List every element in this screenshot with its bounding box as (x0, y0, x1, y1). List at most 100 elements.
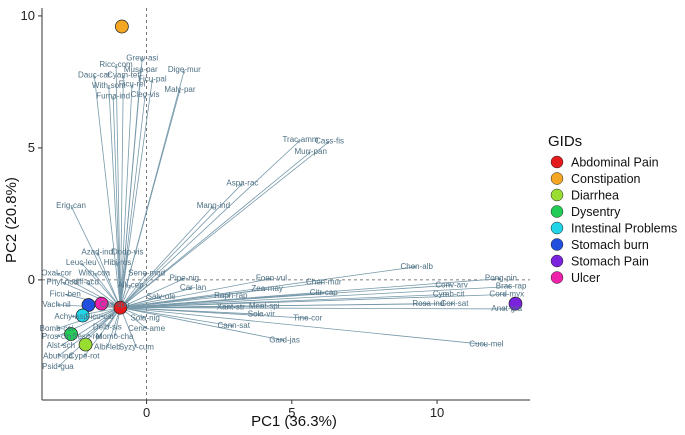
y-axis-title: PC2 (20.8%) (3, 177, 20, 263)
y-axis: 0 5 10 (21, 8, 43, 400)
loading-arrow (120, 307, 487, 345)
loading-arrow-head (268, 277, 272, 281)
variable-label: Alli-cep (117, 280, 144, 289)
variable-label: Sola-nig (130, 313, 159, 322)
loading-arrow-head (150, 79, 154, 83)
variable-label: Cass-fis (315, 136, 344, 145)
x-axis: 0 5 10 (42, 399, 530, 420)
variable-label: With-coa (79, 268, 111, 277)
legend-label: Ulcer (571, 271, 600, 285)
loading-arrow-head (60, 342, 65, 346)
loading-arrow (117, 262, 121, 308)
loading-arrow (120, 89, 181, 308)
variable-label: Leuc-leu (66, 258, 97, 267)
variable-label: Syzy-cum (119, 342, 154, 351)
loading-arrow (120, 286, 512, 309)
loading-arrow (86, 282, 121, 308)
variable-label: Cenc-ame (128, 324, 165, 333)
loading-arrow-head (157, 296, 162, 300)
variable-label: Pong-pin (485, 274, 517, 283)
variable-label: Sene-mod (128, 268, 165, 277)
loading-arrow-head (94, 273, 98, 277)
loading-arrow (120, 292, 324, 309)
variable-label: Murr-pan (294, 147, 326, 156)
variable-label: Sola-vir (248, 309, 275, 318)
loading-arrow-head (143, 325, 147, 329)
loading-arrow (62, 282, 121, 308)
group-point (75, 308, 90, 323)
loading-arrow-head (58, 363, 62, 367)
loading-arrow (120, 307, 285, 341)
variable-label: Tino-cor (293, 313, 322, 322)
variable-label: Bras-rap (496, 282, 527, 291)
loading-arrow-head (326, 141, 330, 145)
loading-arrow-head (62, 282, 66, 286)
legend-swatch (550, 205, 564, 218)
loading-arrow-head (107, 85, 111, 90)
variable-label: Dauc-car (78, 70, 111, 79)
loading-arrow (70, 205, 121, 308)
loading-arrow-head (304, 316, 308, 320)
variable-label: Foen-vul (256, 274, 287, 283)
loading-arrow-head (71, 206, 74, 210)
loading-arrow (120, 278, 185, 308)
legend-label: Intestinal Problems (571, 222, 677, 236)
variable-label: Bomb-cei (40, 324, 74, 333)
loading-arrow-head (133, 343, 137, 348)
loading-arrow-head (448, 283, 452, 287)
loading-arrow (93, 273, 121, 308)
legend-swatch (550, 271, 564, 284)
loading-arrow-head (307, 151, 311, 155)
variable-label: Ficu-rel (119, 80, 146, 89)
loading-arrow-head (189, 287, 193, 291)
variable-label: Zea-may (251, 284, 283, 293)
group-point (115, 19, 129, 34)
legend-label: Constipation (571, 172, 641, 186)
variable-label: Car-lan (180, 283, 206, 292)
legend-swatch (550, 155, 564, 169)
variable-label: Ficu-ben (50, 290, 81, 299)
variable-label: Anet-gra (491, 304, 522, 313)
variable-label: Musa-par (124, 65, 158, 74)
loading-arrow-head (65, 293, 69, 297)
loading-arrow-head (180, 278, 185, 282)
variable-label: Cord-myx (489, 290, 524, 299)
loading-arrow-head (56, 326, 60, 330)
loading-arrow (120, 266, 417, 309)
legend-label: Diarrhea (571, 189, 619, 203)
loading-arrow-head (106, 343, 110, 348)
variable-label: Dige-mur (168, 65, 201, 74)
loading-arrow-head (445, 293, 449, 297)
loading-arrow (120, 296, 162, 308)
variable-label: Vach-nil (42, 300, 71, 309)
group-point (78, 337, 93, 352)
loading-arrow-head (121, 75, 125, 79)
loading-arrow-head (113, 333, 117, 337)
loading-arrow (120, 273, 147, 308)
loading-arrow-head (227, 294, 231, 298)
x-tick-label: 10 (430, 405, 444, 420)
loading-arrow-head (87, 282, 91, 286)
variable-label: Gard-jas (269, 336, 300, 345)
loading-arrow (93, 75, 121, 308)
variable-label: Cann-sat (217, 321, 250, 330)
loading-arrow-head (451, 302, 455, 306)
variable-label: Momo-cha (96, 332, 134, 341)
variable-label: Abut-ind (43, 352, 73, 361)
loading-arrow (120, 252, 129, 308)
variable-label: Achy-asp (54, 312, 88, 321)
x-tick-label: 0 (143, 405, 150, 420)
loading-arrow-head (84, 353, 88, 357)
variable-label: Ricc-com (99, 60, 133, 69)
variable-label: tiff-acu (75, 278, 99, 287)
loading-arrow-head (56, 334, 60, 337)
loading-arrow-head (130, 84, 134, 88)
variable-label: Dodo-vis (112, 247, 144, 256)
loading-arrow-head (320, 281, 324, 285)
variable-label: Erig-can (56, 201, 86, 210)
loading-arrow (120, 295, 231, 309)
variable-label: Raph-rap (214, 291, 248, 300)
legend-label: Stomach Pain (571, 255, 649, 269)
legend-title: GIDs (548, 133, 582, 150)
